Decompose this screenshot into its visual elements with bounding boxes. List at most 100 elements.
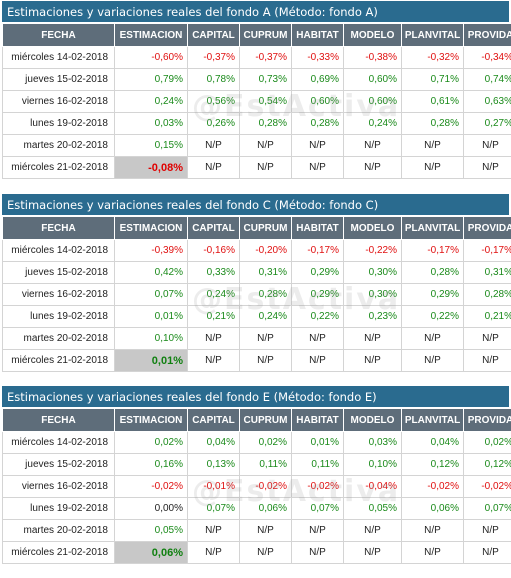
table-row: martes 20-02-2018 0,15% N/P N/P N/P N/P N/P N/P xyxy=(2,134,511,157)
column-header-modelo[interactable]: MODELO xyxy=(343,23,402,47)
column-header-fecha[interactable]: FECHA xyxy=(2,23,115,47)
column-header-habitat[interactable]: HABITAT xyxy=(291,408,344,432)
value-cell: 0,04% xyxy=(401,431,464,454)
value-cell: -0,01% xyxy=(187,475,240,498)
date-cell: viernes 16-02-2018 xyxy=(2,90,115,113)
table-row: miércoles 21-02-2018 0,01% N/P N/P N/P N/P N/P… xyxy=(2,349,511,372)
column-header-cuprum[interactable]: CUPRUM xyxy=(239,216,292,240)
value-cell: 0,10% xyxy=(343,453,402,476)
value-cell: N/P xyxy=(291,327,344,350)
value-cell: -0,16% xyxy=(187,239,240,262)
value-cell: N/P xyxy=(463,541,511,564)
value-cell: N/P xyxy=(187,156,240,179)
fund-section-a: Estimaciones y variaciones reales del fo… xyxy=(2,1,511,179)
value-cell: 0,69% xyxy=(291,68,344,91)
column-header-fecha[interactable]: FECHA xyxy=(2,216,115,240)
value-cell: 0,23% xyxy=(343,305,402,328)
column-header-capital[interactable]: CAPITAL xyxy=(187,408,240,432)
estimate-cell: -0,39% xyxy=(114,239,188,262)
table-row: miércoles 21-02-2018 0,06% N/P N/P N/P N/P N/P… xyxy=(2,541,511,564)
value-cell: 0,02% xyxy=(463,431,511,454)
value-cell: 0,78% xyxy=(187,68,240,91)
fund-section-e: Estimaciones y variaciones reales del fo… xyxy=(2,386,511,564)
column-header-planvital[interactable]: PLANVITAL xyxy=(401,216,464,240)
value-cell: N/P xyxy=(187,349,240,372)
date-cell: lunes 19-02-2018 xyxy=(2,112,115,135)
column-header-cuprum[interactable]: CUPRUM xyxy=(239,408,292,432)
value-cell: 0,28% xyxy=(463,283,511,306)
table-row: miércoles 14-02-2018 -0,60% -0,37% -0,37% -0… xyxy=(2,46,511,69)
table-row: lunes 19-02-2018 0,01% 0,21% 0,24% 0,22% 0,23… xyxy=(2,305,511,328)
value-cell: N/P xyxy=(463,519,511,542)
value-cell: 0,29% xyxy=(291,261,344,284)
column-header-habitat[interactable]: HABITAT xyxy=(291,216,344,240)
column-header-capital[interactable]: CAPITAL xyxy=(187,216,240,240)
table-header-row: FECHA ESTIMACION CAPITAL CUPRUM HABITAT MODEL… xyxy=(2,408,511,432)
table-header-row: FECHA ESTIMACION CAPITAL CUPRUM HABITAT MODEL… xyxy=(2,216,511,240)
value-cell: N/P xyxy=(463,349,511,372)
value-cell: -0,37% xyxy=(239,46,292,69)
value-cell: 0,22% xyxy=(291,305,344,328)
table-row: martes 20-02-2018 0,05% N/P N/P N/P N/P N/P N/P xyxy=(2,519,511,542)
column-header-modelo[interactable]: MODELO xyxy=(343,216,402,240)
column-header-estimacion[interactable]: ESTIMACION xyxy=(114,408,188,432)
value-cell: -0,20% xyxy=(239,239,292,262)
value-cell: N/P xyxy=(291,541,344,564)
estimate-cell: 0,05% xyxy=(114,519,188,542)
value-cell: 0,22% xyxy=(401,305,464,328)
value-cell: 0,56% xyxy=(187,90,240,113)
value-cell: 0,06% xyxy=(239,497,292,520)
column-header-fecha[interactable]: FECHA xyxy=(2,408,115,432)
value-cell: -0,33% xyxy=(291,46,344,69)
value-cell: -0,17% xyxy=(291,239,344,262)
column-header-provida[interactable]: PROVIDA xyxy=(463,23,511,47)
value-cell: 0,33% xyxy=(187,261,240,284)
column-header-estimacion[interactable]: ESTIMACION xyxy=(114,23,188,47)
value-cell: -0,38% xyxy=(343,46,402,69)
value-cell: 0,71% xyxy=(401,68,464,91)
value-cell: 0,21% xyxy=(187,305,240,328)
value-cell: 0,31% xyxy=(463,261,511,284)
column-header-cuprum[interactable]: CUPRUM xyxy=(239,23,292,47)
column-header-provida[interactable]: PROVIDA xyxy=(463,216,511,240)
column-header-estimacion[interactable]: ESTIMACION xyxy=(114,216,188,240)
table-row: martes 20-02-2018 0,10% N/P N/P N/P N/P N/P N/P xyxy=(2,327,511,350)
column-header-habitat[interactable]: HABITAT xyxy=(291,23,344,47)
table-row: jueves 15-02-2018 0,79% 0,78% 0,73% 0,69% 0,6… xyxy=(2,68,511,91)
value-cell: N/P xyxy=(343,156,402,179)
value-cell: N/P xyxy=(187,327,240,350)
date-cell: martes 20-02-2018 xyxy=(2,134,115,157)
value-cell: -0,37% xyxy=(187,46,240,69)
column-header-modelo[interactable]: MODELO xyxy=(343,408,402,432)
value-cell: 0,07% xyxy=(463,497,511,520)
value-cell: 0,29% xyxy=(291,283,344,306)
section-title: Estimaciones y variaciones reales del fo… xyxy=(2,194,509,216)
table-row: lunes 19-02-2018 0,03% 0,26% 0,28% 0,28% 0,24… xyxy=(2,112,511,135)
date-cell: miércoles 21-02-2018 xyxy=(2,349,115,372)
value-cell: 0,03% xyxy=(343,431,402,454)
table-row: viernes 16-02-2018 -0,02% -0,01% -0,02% -0,0… xyxy=(2,475,511,498)
value-cell: 0,12% xyxy=(463,453,511,476)
date-cell: lunes 19-02-2018 xyxy=(2,305,115,328)
fund-section-c: Estimaciones y variaciones reales del fo… xyxy=(2,194,511,372)
value-cell: 0,06% xyxy=(401,497,464,520)
value-cell: 0,11% xyxy=(239,453,292,476)
value-cell: -0,02% xyxy=(401,475,464,498)
date-cell: jueves 15-02-2018 xyxy=(2,68,115,91)
value-cell: 0,07% xyxy=(187,497,240,520)
estimate-cell: 0,07% xyxy=(114,283,188,306)
value-cell: N/P xyxy=(401,156,464,179)
date-cell: miércoles 21-02-2018 xyxy=(2,156,115,179)
date-cell: jueves 15-02-2018 xyxy=(2,453,115,476)
estimate-cell: 0,06% xyxy=(114,541,188,564)
column-header-capital[interactable]: CAPITAL xyxy=(187,23,240,47)
column-header-planvital[interactable]: PLANVITAL xyxy=(401,408,464,432)
value-cell: 0,28% xyxy=(401,261,464,284)
date-cell: miércoles 21-02-2018 xyxy=(2,541,115,564)
column-header-planvital[interactable]: PLANVITAL xyxy=(401,23,464,47)
value-cell: 0,28% xyxy=(239,112,292,135)
date-cell: miércoles 14-02-2018 xyxy=(2,239,115,262)
column-header-provida[interactable]: PROVIDA xyxy=(463,408,511,432)
value-cell: 0,74% xyxy=(463,68,511,91)
date-cell: martes 20-02-2018 xyxy=(2,327,115,350)
